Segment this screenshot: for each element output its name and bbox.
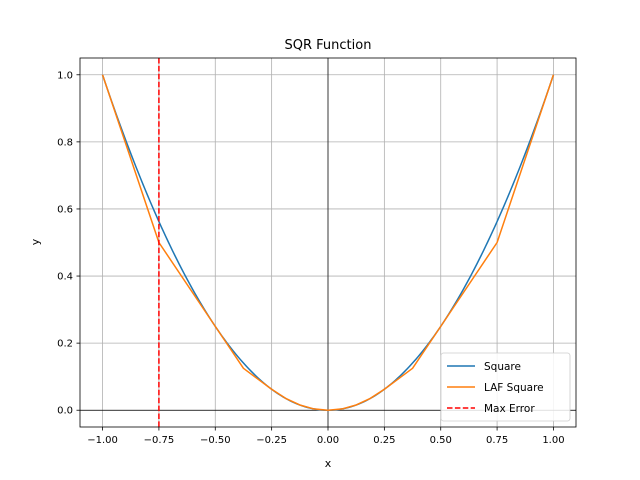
- y-tick-label: 0.8: [57, 137, 73, 148]
- y-axis-label: y: [29, 238, 42, 245]
- series-layer: [101, 58, 555, 427]
- laf-square-line: [101, 74, 555, 411]
- x-tick-label: 0.00: [317, 435, 339, 446]
- legend-label-laf-square: LAF Square: [484, 382, 544, 394]
- x-tick-label: 0.25: [373, 435, 395, 446]
- x-tick-label: −1.00: [87, 435, 118, 446]
- x-axis-label: x: [325, 457, 332, 470]
- legend-box: [440, 352, 571, 422]
- y-tick-label: 0.6: [57, 204, 73, 215]
- y-tick-label: 0.2: [57, 339, 73, 350]
- x-tick-label: 0.75: [486, 435, 508, 446]
- x-tick-label: −0.25: [256, 435, 287, 446]
- x-tick-label: −0.50: [200, 435, 231, 446]
- legend-label-square: Square: [484, 361, 521, 373]
- x-tick-label: 1.00: [542, 435, 564, 446]
- y-tick-label: 0.0: [57, 406, 73, 417]
- chart-title: SQR Function: [285, 38, 372, 53]
- x-tick-label: 0.50: [430, 435, 452, 446]
- legend-label-max-error: Max Error: [484, 403, 535, 415]
- x-axis-ticks: −1.00 −0.75 −0.50 −0.25 0.00 0.25 0.50 0.75 1.00: [87, 427, 565, 446]
- legend: Square LAF Square Max Error: [440, 352, 571, 422]
- x-tick-label: −0.75: [144, 435, 175, 446]
- y-tick-label: 0.4: [57, 272, 73, 283]
- y-axis-ticks: 0.0 0.2 0.4 0.6 0.8 1.0: [57, 70, 80, 417]
- y-tick-label: 1.0: [57, 70, 73, 81]
